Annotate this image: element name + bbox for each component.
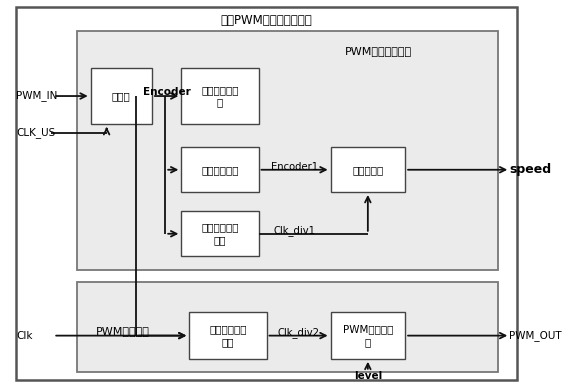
Text: 第二时钟预分
频器: 第二时钟预分 频器 [209,324,247,347]
Text: Encoder1: Encoder1 [271,162,318,171]
Bar [181,147,259,192]
Text: Clk_div2: Clk_div2 [277,327,320,338]
Text: level: level [354,371,382,381]
Text: 第一时钟预分
频器: 第一时钟预分 频器 [201,223,239,245]
Bar [91,68,152,124]
Text: 滤波器: 滤波器 [112,91,131,101]
Text: PWM生成模块: PWM生成模块 [96,326,149,336]
Text: PWM采样检测模块: PWM采样检测模块 [345,46,412,56]
Text: speed: speed [509,163,551,176]
Text: 一种PWM信号的处理电路: 一种PWM信号的处理电路 [221,14,312,27]
Text: 步长计数子模
块: 步长计数子模 块 [201,85,239,107]
Bar [181,68,259,124]
Text: CLK_US: CLK_US [16,127,55,139]
Text: Encoder: Encoder [143,87,191,97]
Bar [331,312,405,359]
Text: Clk_div1: Clk_div1 [273,225,316,236]
Text: 速度检测器: 速度检测器 [352,165,384,175]
Bar [331,147,405,192]
Text: PWM_OUT: PWM_OUT [509,330,561,341]
Bar [189,312,267,359]
Bar [78,282,499,372]
Text: PWM_IN: PWM_IN [16,90,57,102]
Bar [78,31,499,270]
Text: PWM信号生成
器: PWM信号生成 器 [342,324,393,347]
Bar [181,211,259,256]
Text: 信号预分频器: 信号预分频器 [201,165,239,175]
Text: Clk: Clk [16,331,32,341]
